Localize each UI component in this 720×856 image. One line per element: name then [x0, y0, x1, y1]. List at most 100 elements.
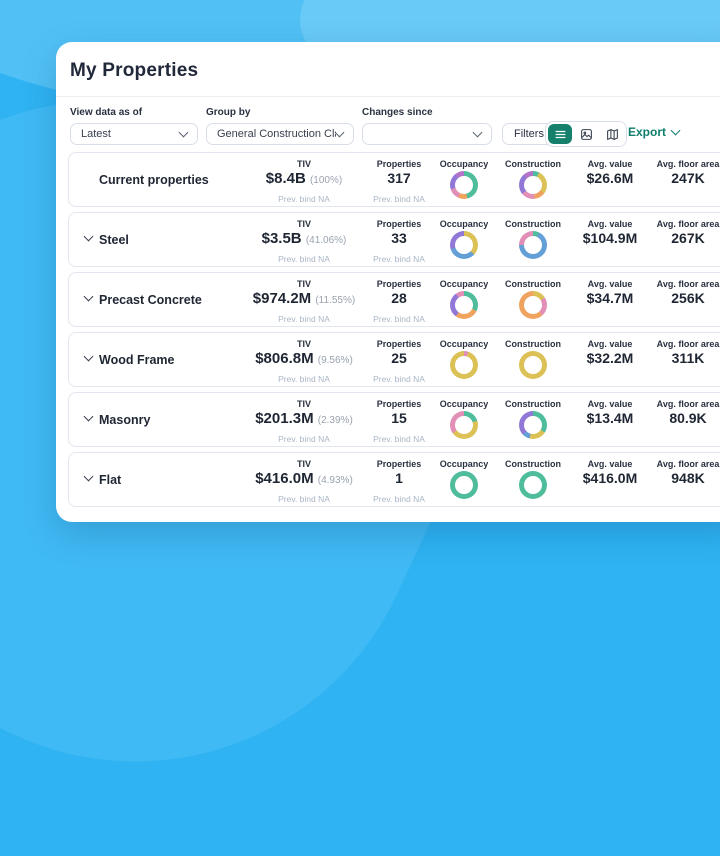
construction-column-header: Construction [505, 219, 561, 229]
map-view-button[interactable] [600, 124, 624, 144]
row-name: Masonry [99, 412, 151, 427]
avg-value-value: $104.9M [582, 230, 638, 246]
avg-floor-area-column-header: Avg. floor area [656, 399, 720, 409]
row-name: Precast Concrete [99, 292, 202, 307]
avg-floor-area-value: 267K [671, 230, 705, 246]
tiv-column-header: TIV [296, 159, 311, 169]
occupancy-cell: Occupancy [430, 273, 498, 326]
tiv-percent: (2.39%) [317, 415, 353, 426]
changes-since-select[interactable] [362, 123, 492, 145]
construction-column-header: Construction [505, 279, 561, 289]
tiv-value: $8.4B [265, 170, 306, 187]
expand-chevron-icon[interactable] [83, 291, 94, 302]
table-row[interactable]: Flat TIV $416.0M (4.93%) Prev. bind NA P… [68, 452, 720, 507]
group-by-select[interactable]: General Construction Class [206, 123, 354, 145]
occupancy-column-header: Occupancy [439, 399, 489, 409]
properties-column-header: Properties [376, 399, 422, 409]
chevron-down-icon [670, 125, 681, 136]
export-button[interactable]: Export [628, 125, 681, 139]
properties-column-header: Properties [376, 459, 422, 469]
properties-column-header: Properties [376, 219, 422, 229]
tiv-value: $3.5B [261, 230, 302, 247]
construction-cell: Construction [499, 333, 567, 386]
avg-value-value: $13.4M [586, 410, 634, 426]
avg-value-column-header: Avg. value [587, 159, 633, 169]
expand-chevron-icon[interactable] [83, 351, 94, 362]
avg-floor-area-cell: Avg. floor area 80.9K [644, 393, 720, 446]
group-by-label: Group by [206, 107, 251, 118]
avg-value-column-header: Avg. value [587, 399, 633, 409]
properties-cell: Properties 1 Prev. bind NA [365, 453, 433, 506]
avg-value-value: $32.2M [586, 350, 634, 366]
construction-donut-chart [519, 291, 547, 319]
image-icon [580, 128, 593, 141]
properties-prev-bind: Prev. bind NA [373, 374, 425, 384]
tiv-value: $806.8M [255, 350, 314, 367]
properties-cell: Properties 33 Prev. bind NA [365, 213, 433, 266]
construction-cell: Construction [499, 273, 567, 326]
tiv-prev-bind: Prev. bind NA [278, 434, 330, 444]
avg-floor-area-cell: Avg. floor area 256K [644, 273, 720, 326]
row-name: Flat [99, 472, 122, 487]
tiv-cell: TIV $201.3M (2.39%) Prev. bind NA [229, 393, 379, 446]
chevron-down-icon [178, 127, 189, 138]
view-data-as-of-select[interactable]: Latest [70, 123, 198, 145]
occupancy-donut-chart [450, 471, 478, 499]
properties-column-header: Properties [376, 339, 422, 349]
avg-floor-area-value: 80.9K [669, 410, 707, 426]
avg-floor-area-value: 948K [671, 470, 705, 486]
table-row[interactable]: Precast Concrete TIV $974.2M (11.55%) Pr… [68, 272, 720, 327]
tiv-percent: (41.06%) [305, 235, 347, 246]
avg-value-value: $34.7M [586, 290, 634, 306]
view-data-as-of-label: View data as of [70, 107, 143, 118]
expand-chevron-icon[interactable] [83, 411, 94, 422]
occupancy-column-header: Occupancy [439, 339, 489, 349]
occupancy-column-header: Occupancy [439, 219, 489, 229]
avg-floor-area-column-header: Avg. floor area [656, 339, 720, 349]
avg-floor-area-cell: Avg. floor area 247K [644, 153, 720, 206]
chevron-down-icon [472, 127, 483, 138]
avg-floor-area-column-header: Avg. floor area [656, 459, 720, 469]
tiv-prev-bind: Prev. bind NA [278, 254, 330, 264]
list-view-button[interactable] [548, 124, 572, 144]
occupancy-donut-chart [450, 171, 478, 199]
image-view-button[interactable] [574, 124, 598, 144]
properties-value: 28 [391, 290, 407, 306]
properties-value: 33 [391, 230, 407, 246]
tiv-cell: TIV $3.5B (41.06%) Prev. bind NA [229, 213, 379, 266]
tiv-column-header: TIV [296, 399, 311, 409]
avg-value-column-header: Avg. value [587, 279, 633, 289]
tiv-percent: (4.93%) [317, 475, 353, 486]
avg-value-column-header: Avg. value [587, 459, 633, 469]
tiv-column-header: TIV [296, 219, 311, 229]
tiv-percent: (100%) [309, 175, 343, 186]
tiv-cell: TIV $8.4B (100%) Prev. bind NA [229, 153, 379, 206]
tiv-prev-bind: Prev. bind NA [278, 494, 330, 504]
occupancy-column-header: Occupancy [439, 159, 489, 169]
occupancy-cell: Occupancy [430, 453, 498, 506]
construction-column-header: Construction [505, 459, 561, 469]
table-row[interactable]: Steel TIV $3.5B (41.06%) Prev. bind NA P… [68, 212, 720, 267]
tiv-percent: (11.55%) [315, 295, 356, 306]
properties-cell: Properties 28 Prev. bind NA [365, 273, 433, 326]
table-row[interactable]: Current properties TIV $8.4B (100%) Prev… [68, 152, 720, 207]
expand-chevron-icon[interactable] [83, 231, 94, 242]
expand-chevron-icon[interactable] [83, 471, 94, 482]
avg-value-value: $26.6M [586, 170, 634, 186]
table-row[interactable]: Masonry TIV $201.3M (2.39%) Prev. bind N… [68, 392, 720, 447]
avg-floor-area-cell: Avg. floor area 267K [644, 213, 720, 266]
occupancy-donut-chart [450, 291, 478, 319]
table-row[interactable]: Wood Frame TIV $806.8M (9.56%) Prev. bin… [68, 332, 720, 387]
tiv-cell: TIV $974.2M (11.55%) Prev. bind NA [229, 273, 379, 326]
tiv-value: $201.3M [255, 410, 314, 427]
properties-prev-bind: Prev. bind NA [373, 314, 425, 324]
properties-cell: Properties 15 Prev. bind NA [365, 393, 433, 446]
avg-floor-area-column-header: Avg. floor area [656, 219, 720, 229]
occupancy-donut-chart [450, 411, 478, 439]
construction-column-header: Construction [505, 399, 561, 409]
avg-value-cell: Avg. value $26.6M [566, 153, 654, 206]
properties-cell: Properties 25 Prev. bind NA [365, 333, 433, 386]
filters-button[interactable]: Filters [502, 123, 556, 145]
occupancy-cell: Occupancy [430, 333, 498, 386]
list-icon [554, 128, 567, 141]
